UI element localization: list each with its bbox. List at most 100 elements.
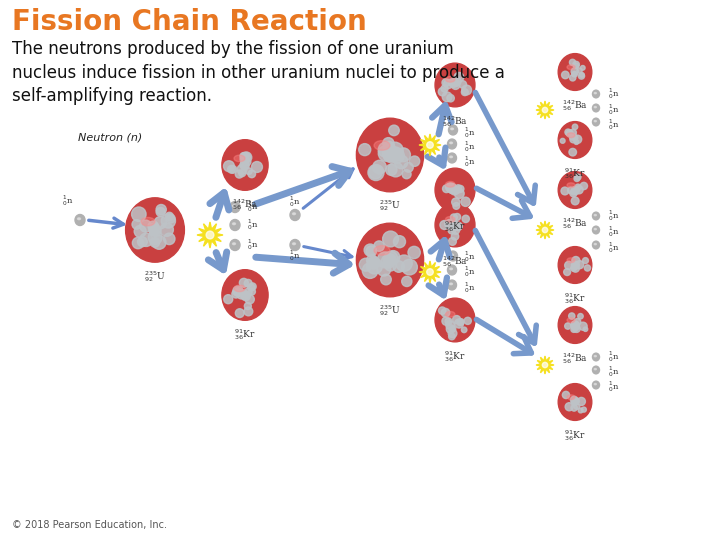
- Ellipse shape: [565, 129, 571, 136]
- Text: $^{235}_{92}$U: $^{235}_{92}$U: [144, 269, 166, 284]
- Ellipse shape: [366, 255, 377, 266]
- Ellipse shape: [393, 261, 405, 272]
- Ellipse shape: [384, 141, 395, 152]
- Ellipse shape: [574, 319, 581, 325]
- Ellipse shape: [387, 142, 403, 159]
- Ellipse shape: [572, 261, 580, 268]
- Ellipse shape: [558, 122, 592, 158]
- Ellipse shape: [448, 139, 456, 149]
- Ellipse shape: [156, 205, 166, 215]
- Ellipse shape: [230, 201, 240, 213]
- Ellipse shape: [451, 187, 459, 194]
- Ellipse shape: [558, 53, 592, 90]
- Ellipse shape: [390, 148, 405, 163]
- Ellipse shape: [359, 144, 371, 156]
- Ellipse shape: [237, 289, 246, 299]
- Ellipse shape: [384, 146, 398, 160]
- Ellipse shape: [384, 149, 397, 163]
- Ellipse shape: [228, 165, 235, 173]
- Text: $^{1}_{0}$n: $^{1}_{0}$n: [608, 118, 619, 132]
- Ellipse shape: [567, 395, 575, 400]
- Ellipse shape: [441, 85, 448, 92]
- Ellipse shape: [571, 133, 576, 138]
- Text: $^{1}_{0}$n: $^{1}_{0}$n: [464, 154, 475, 170]
- Ellipse shape: [575, 186, 583, 194]
- Ellipse shape: [542, 107, 548, 113]
- Ellipse shape: [571, 197, 579, 205]
- Ellipse shape: [292, 243, 295, 245]
- Ellipse shape: [154, 217, 166, 229]
- Ellipse shape: [443, 185, 450, 193]
- Ellipse shape: [397, 148, 410, 162]
- Ellipse shape: [572, 187, 580, 194]
- Ellipse shape: [249, 283, 256, 290]
- Ellipse shape: [362, 263, 378, 279]
- Ellipse shape: [570, 396, 578, 403]
- Text: $^{1}_{0}$n: $^{1}_{0}$n: [464, 126, 475, 140]
- Ellipse shape: [564, 323, 571, 329]
- Text: $^{1}_{0}$n: $^{1}_{0}$n: [247, 238, 258, 252]
- Ellipse shape: [149, 225, 161, 237]
- Ellipse shape: [230, 219, 240, 231]
- Ellipse shape: [454, 72, 464, 82]
- Ellipse shape: [594, 355, 596, 357]
- Ellipse shape: [562, 71, 569, 79]
- Ellipse shape: [462, 85, 472, 95]
- Ellipse shape: [368, 165, 384, 180]
- Ellipse shape: [593, 212, 600, 220]
- Ellipse shape: [461, 197, 470, 206]
- Ellipse shape: [450, 326, 456, 332]
- Text: $^{91}_{36}$Kr: $^{91}_{36}$Kr: [234, 327, 256, 342]
- Ellipse shape: [594, 92, 596, 94]
- Polygon shape: [536, 101, 554, 119]
- Ellipse shape: [161, 214, 176, 228]
- Ellipse shape: [152, 235, 166, 249]
- Text: $^{1}_{0}$n: $^{1}_{0}$n: [608, 380, 619, 394]
- Ellipse shape: [571, 68, 578, 75]
- Ellipse shape: [232, 290, 240, 298]
- Ellipse shape: [449, 78, 458, 87]
- Ellipse shape: [569, 313, 575, 319]
- Text: $^{1}_{0}$n: $^{1}_{0}$n: [289, 248, 301, 264]
- Ellipse shape: [242, 153, 251, 161]
- Ellipse shape: [575, 322, 579, 327]
- Ellipse shape: [240, 161, 249, 170]
- Ellipse shape: [373, 160, 387, 174]
- Ellipse shape: [452, 77, 461, 86]
- Ellipse shape: [593, 366, 600, 374]
- Ellipse shape: [594, 120, 596, 122]
- Ellipse shape: [580, 183, 588, 190]
- Ellipse shape: [163, 233, 175, 245]
- Ellipse shape: [464, 318, 472, 325]
- Ellipse shape: [366, 246, 377, 256]
- Polygon shape: [536, 221, 554, 239]
- Ellipse shape: [442, 317, 450, 325]
- Ellipse shape: [245, 295, 254, 304]
- Ellipse shape: [387, 251, 400, 264]
- Ellipse shape: [369, 166, 382, 179]
- Ellipse shape: [454, 80, 459, 86]
- Ellipse shape: [235, 170, 243, 178]
- Ellipse shape: [366, 258, 382, 274]
- Text: $^{91}_{36}$Kr: $^{91}_{36}$Kr: [564, 428, 585, 443]
- Ellipse shape: [558, 383, 592, 421]
- Ellipse shape: [454, 222, 462, 230]
- Ellipse shape: [251, 161, 263, 172]
- Ellipse shape: [446, 312, 455, 317]
- Ellipse shape: [230, 240, 240, 251]
- Ellipse shape: [446, 321, 454, 329]
- Ellipse shape: [395, 155, 408, 168]
- Ellipse shape: [450, 268, 452, 269]
- Ellipse shape: [542, 227, 548, 233]
- Ellipse shape: [384, 150, 394, 160]
- Ellipse shape: [454, 223, 462, 231]
- Ellipse shape: [446, 184, 456, 193]
- Ellipse shape: [454, 213, 461, 220]
- Ellipse shape: [567, 258, 575, 262]
- Ellipse shape: [442, 92, 452, 102]
- Ellipse shape: [462, 215, 469, 222]
- Ellipse shape: [571, 266, 577, 271]
- Ellipse shape: [574, 176, 580, 181]
- Ellipse shape: [571, 399, 577, 406]
- Ellipse shape: [572, 72, 577, 77]
